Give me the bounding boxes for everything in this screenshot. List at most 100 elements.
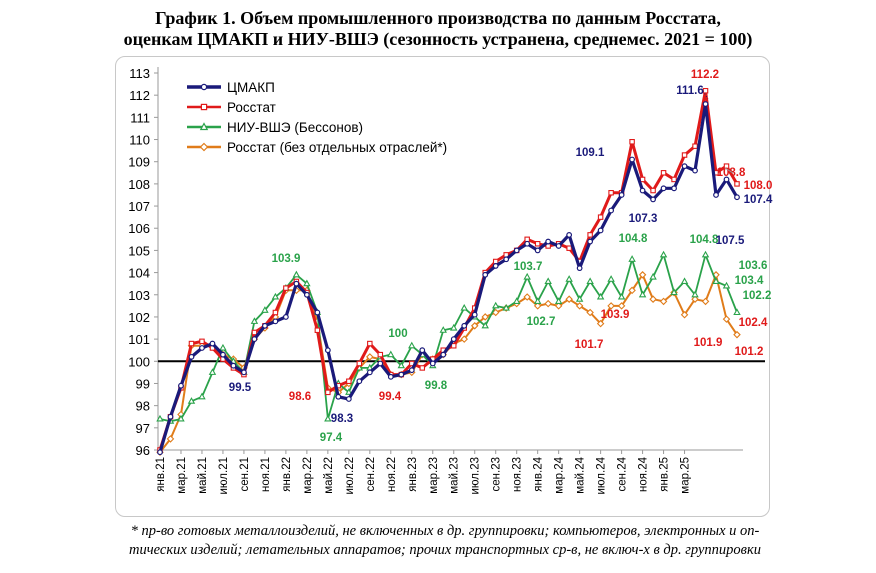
data-point	[671, 176, 677, 183]
legend-item-0: ЦМАКП	[187, 80, 275, 95]
data-point	[692, 167, 698, 174]
data-point	[534, 247, 541, 254]
data-label: 108.8	[717, 167, 746, 179]
x-tick-label: сен.21	[239, 457, 251, 491]
data-point	[660, 185, 667, 192]
data-point	[691, 290, 699, 298]
data-point	[702, 87, 709, 94]
data-point	[576, 265, 583, 272]
series-line	[159, 253, 738, 423]
x-tick-label: июл.22	[344, 457, 356, 495]
data-point	[722, 281, 731, 289]
data-label: 107.4	[744, 194, 773, 206]
data-point	[691, 295, 699, 303]
chart-title-line1: График 1. Объем промышленного производст…	[155, 8, 721, 28]
data-point	[701, 250, 710, 258]
data-point	[167, 413, 174, 420]
leader-line	[724, 167, 734, 174]
data-point	[219, 343, 227, 351]
data-point	[366, 369, 373, 376]
data-point	[324, 414, 332, 422]
y-tick-label: 101	[128, 332, 150, 347]
data-point	[325, 389, 331, 396]
data-label: 99.4	[379, 391, 402, 403]
data-point	[251, 329, 258, 336]
data-point	[629, 138, 635, 145]
data-point	[209, 340, 216, 347]
data-point	[554, 302, 563, 310]
data-point	[199, 338, 205, 345]
data-point	[650, 187, 656, 194]
legend-label: ЦМАКП	[227, 80, 275, 95]
data-point	[345, 388, 353, 395]
data-point	[241, 369, 247, 376]
x-tick-label: июл.23	[470, 457, 482, 495]
y-tick-label: 107	[128, 199, 150, 214]
data-label: 103.6	[739, 260, 768, 272]
data-point	[629, 156, 635, 163]
data-point	[293, 280, 300, 287]
data-point	[597, 214, 604, 220]
footnote: * пр-во готовых металлоизделий, не включ…	[30, 522, 860, 560]
x-tick-label: мар.25	[680, 457, 692, 494]
data-point	[524, 240, 531, 247]
data-point	[545, 238, 552, 245]
footnote-line2: тических изделий; летательных аппаратов;…	[129, 542, 761, 558]
data-point	[681, 163, 688, 170]
data-point	[566, 245, 572, 251]
data-point	[586, 277, 594, 285]
data-point	[639, 187, 646, 194]
data-point	[533, 297, 542, 304]
data-label: 99.8	[425, 380, 448, 392]
data-point	[513, 247, 520, 254]
legend-label: НИУ-ВШЭ (Бессонов)	[227, 120, 363, 135]
data-point	[659, 297, 668, 306]
data-point	[596, 319, 605, 328]
data-label: 101.2	[735, 346, 764, 358]
data-label: 103.9	[601, 309, 630, 321]
data-point	[649, 272, 657, 280]
x-tick-label: май.23	[449, 457, 461, 494]
x-tick-label: ноя.24	[638, 456, 650, 492]
y-tick-label: 108	[128, 177, 150, 192]
data-point	[659, 250, 668, 258]
data-point	[177, 414, 185, 422]
data-point	[502, 303, 510, 311]
data-point	[733, 330, 741, 339]
data-point	[429, 360, 436, 367]
x-tick-label: май.24	[575, 456, 587, 493]
data-point	[607, 275, 615, 282]
data-point	[555, 243, 562, 249]
x-tick-label: июл.24	[596, 456, 608, 494]
data-point	[565, 295, 573, 303]
data-point	[377, 360, 384, 367]
data-point	[282, 314, 289, 320]
data-label: 107.5	[716, 235, 745, 247]
data-label: 108.0	[744, 180, 773, 192]
data-point	[303, 279, 311, 287]
data-point	[440, 351, 447, 358]
data-point	[157, 449, 163, 456]
data-point	[566, 231, 573, 238]
data-point	[491, 301, 500, 309]
chart-title: График 1. Объем промышленного производст…	[0, 8, 876, 50]
data-point	[617, 292, 626, 300]
data-point	[638, 271, 647, 279]
data-point	[271, 292, 280, 300]
data-point	[544, 299, 552, 308]
data-point	[692, 143, 698, 149]
y-tick-label: 97	[136, 421, 150, 436]
data-point	[628, 286, 636, 295]
data-point	[638, 290, 647, 298]
data-point	[544, 277, 552, 285]
data-point	[419, 365, 426, 371]
x-tick-label: ноя.22	[386, 457, 398, 492]
y-tick-label: 112	[129, 88, 150, 103]
data-point	[608, 207, 615, 214]
data-label: 103.9	[272, 253, 301, 265]
data-label: 103.7	[514, 261, 543, 273]
data-point	[607, 302, 615, 310]
data-point	[608, 190, 614, 196]
data-point	[461, 322, 468, 329]
x-tick-label: янв.21	[155, 457, 167, 492]
